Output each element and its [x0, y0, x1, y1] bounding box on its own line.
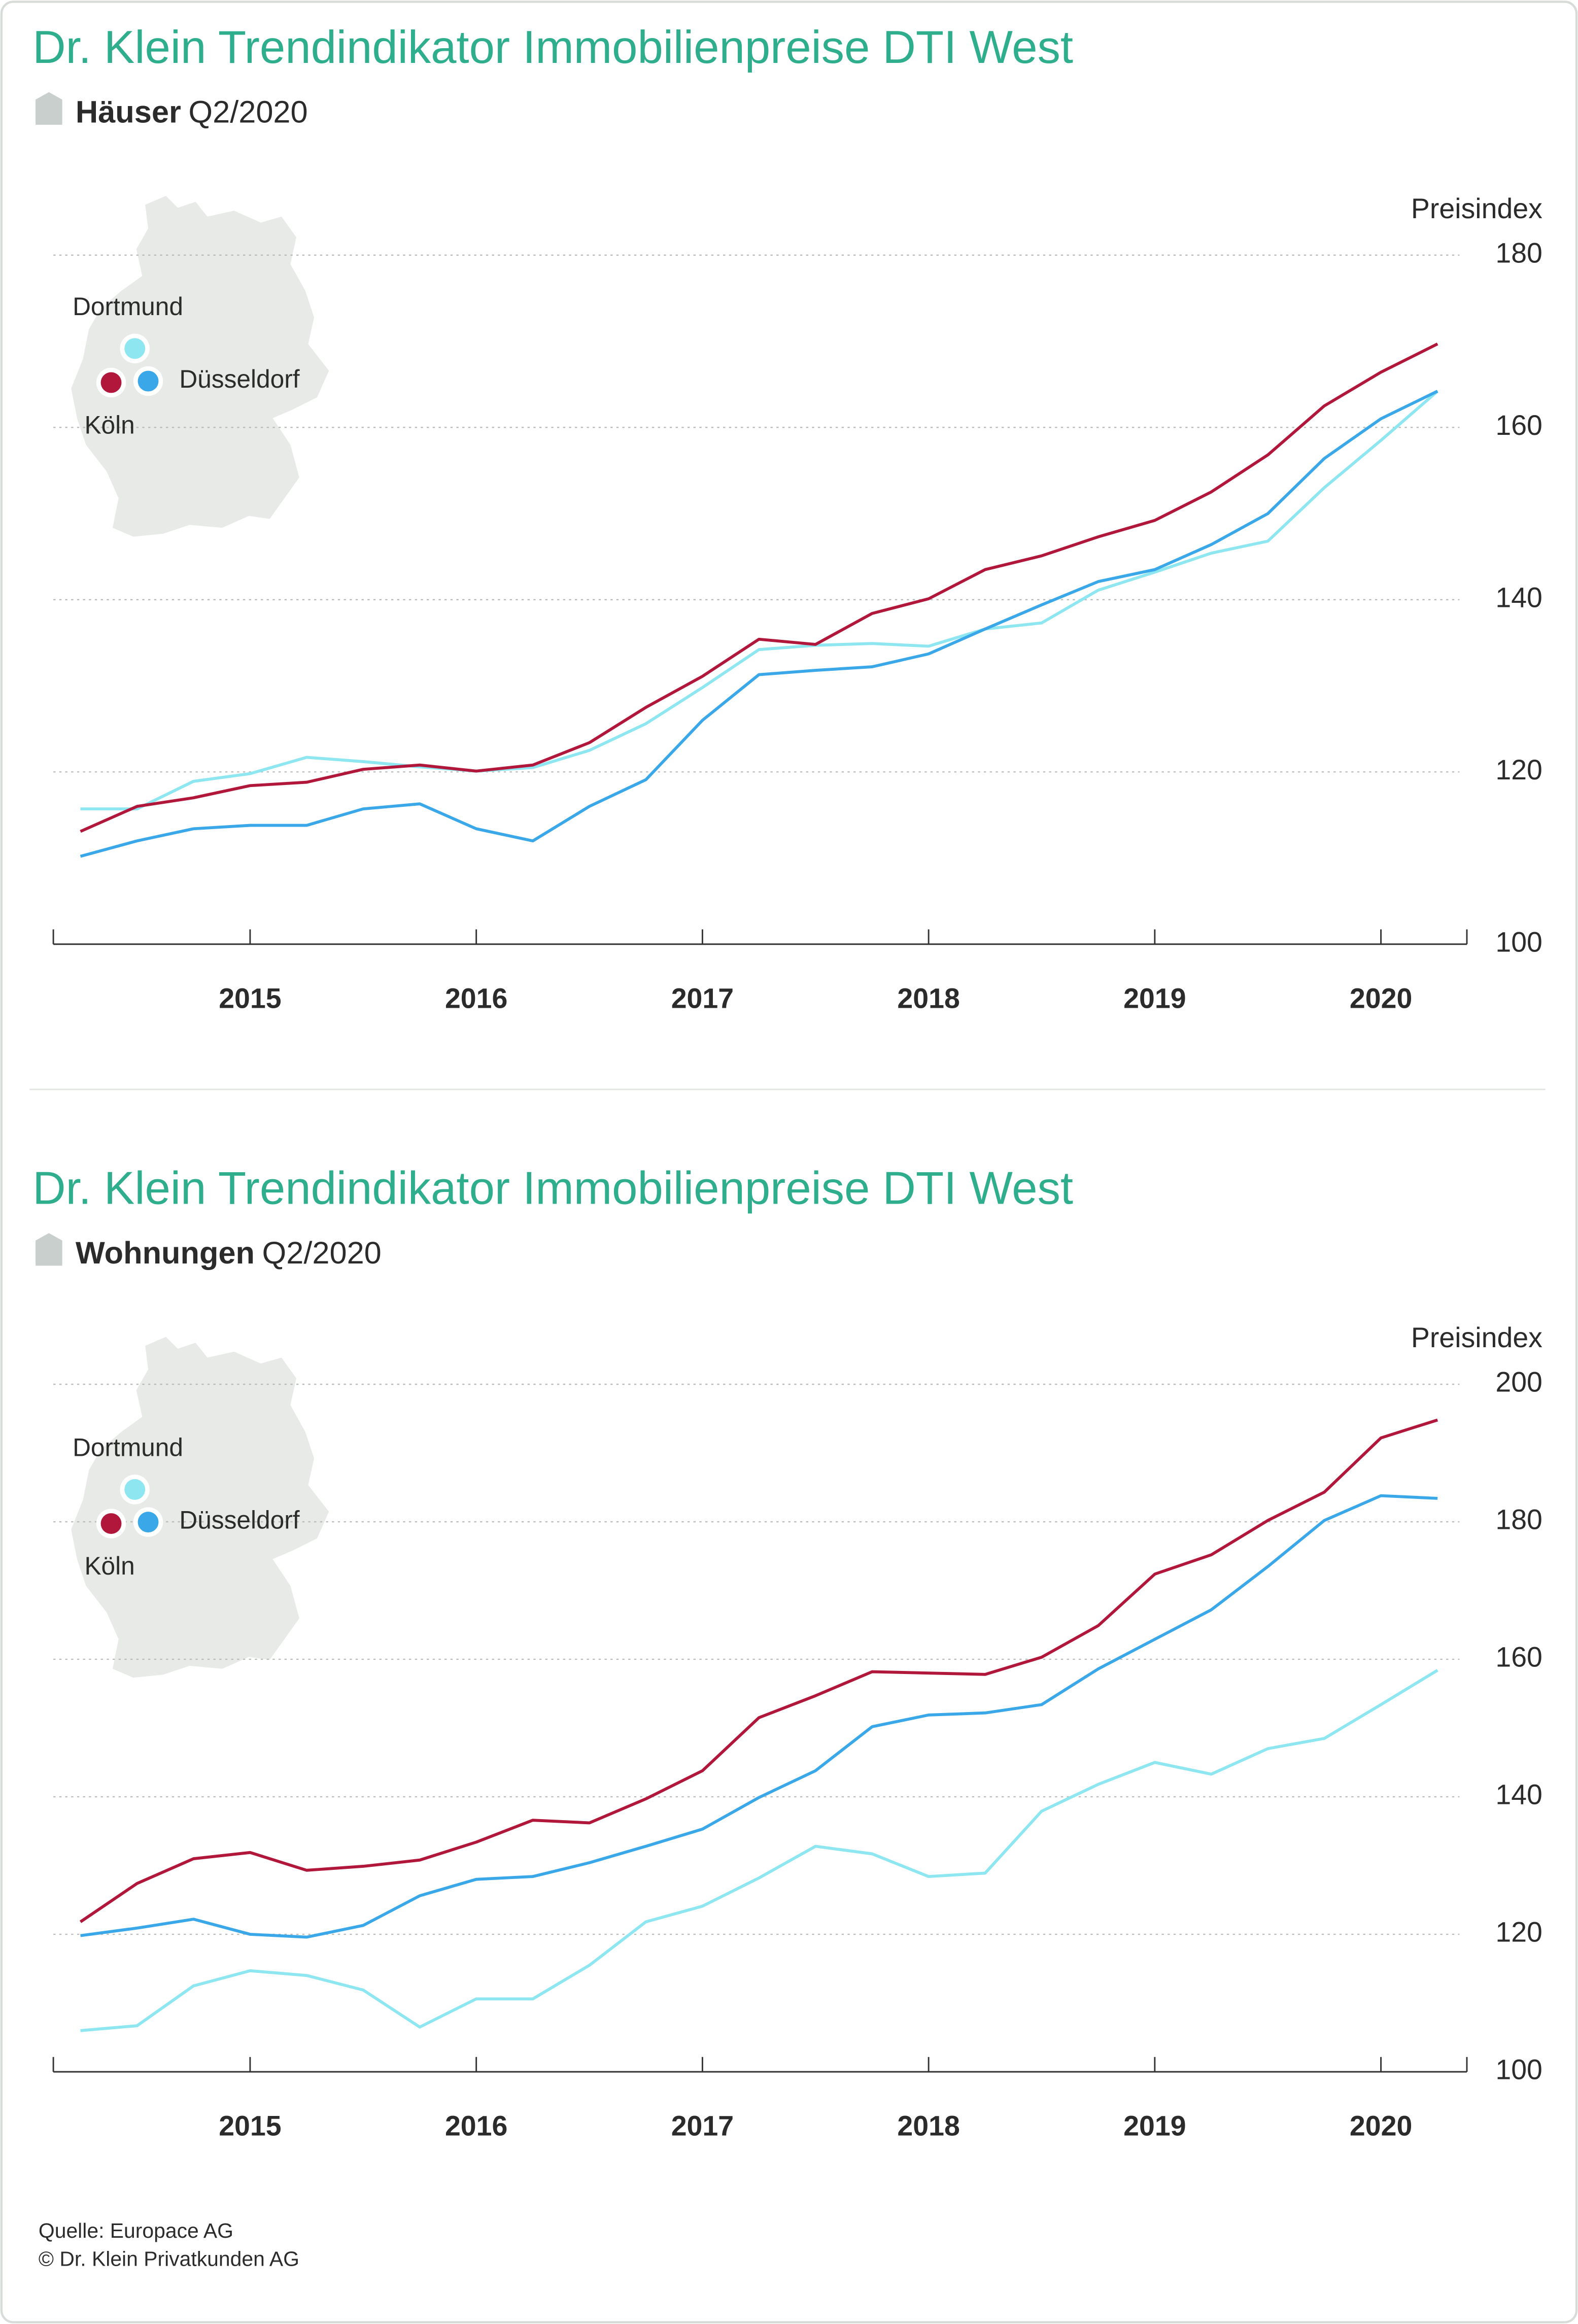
- legend-label: Dortmund: [73, 292, 183, 321]
- legend-marker: [138, 370, 159, 392]
- copyright: © Dr. Klein Privatkunden AG: [39, 2247, 299, 2271]
- legend-label: Dortmund: [73, 1433, 183, 1462]
- map: [71, 196, 329, 537]
- y-tick-label: 100: [1495, 2054, 1542, 2086]
- y-tick-label: 120: [1495, 1917, 1542, 1948]
- x-tick-label: 2016: [445, 982, 507, 1014]
- chart: Dr. Klein Trendindikator Immobilienpreis…: [32, 22, 1542, 1014]
- legend-label: Köln: [84, 411, 134, 439]
- y-tick-label: 140: [1495, 1779, 1542, 1810]
- x-tick-label: 2015: [219, 2110, 281, 2142]
- legend-marker: [138, 1512, 159, 1533]
- subtitle: Häuser Q2/2020: [76, 94, 308, 129]
- legend-marker: [100, 1513, 122, 1534]
- subtitle: Wohnungen Q2/2020: [76, 1235, 382, 1270]
- subtitle-bold: Wohnungen: [76, 1235, 255, 1270]
- legend-label: Düsseldorf: [179, 1506, 299, 1534]
- subtitle-bold: Häuser: [76, 94, 181, 129]
- x-tick-label: 2018: [897, 982, 959, 1014]
- period: Q2/2020: [188, 94, 307, 129]
- x-tick-label: 2017: [671, 982, 734, 1014]
- series-line: [80, 390, 1438, 858]
- legend-marker: [100, 372, 122, 393]
- chart-title: Dr. Klein Trendindikator Immobilienpreis…: [32, 1163, 1073, 1214]
- y-tick-label: 120: [1495, 754, 1542, 785]
- y-axis-label: Preisindex: [1411, 193, 1542, 224]
- series-line: [80, 1494, 1438, 1939]
- map: [71, 1337, 329, 1678]
- series-line: [80, 390, 1439, 811]
- y-tick-label: 160: [1495, 409, 1542, 441]
- legend-marker: [124, 338, 146, 359]
- legend-label: Köln: [84, 1552, 134, 1580]
- y-tick-label: 160: [1495, 1642, 1542, 1673]
- x-tick-label: 2015: [219, 982, 281, 1014]
- house-icon: [36, 92, 62, 125]
- y-tick-label: 100: [1495, 926, 1542, 958]
- series-line: [79, 1418, 1438, 1923]
- source: Quelle: Europace AG: [39, 2219, 233, 2242]
- y-tick-label: 200: [1495, 1366, 1542, 1398]
- x-tick-label: 2018: [897, 2110, 959, 2142]
- x-tick-label: 2017: [671, 2110, 734, 2142]
- x-tick-label: 2016: [445, 2110, 507, 2142]
- house-icon: [36, 1233, 62, 1266]
- series-line: [80, 1669, 1438, 2032]
- x-tick-label: 2019: [1123, 982, 1186, 1014]
- x-tick-label: 2019: [1123, 2110, 1186, 2142]
- y-axis-label: Preisindex: [1411, 1322, 1542, 1353]
- y-tick-label: 140: [1495, 582, 1542, 613]
- legend-marker: [124, 1479, 146, 1500]
- y-tick-label: 180: [1495, 237, 1542, 269]
- x-tick-label: 2020: [1350, 2110, 1412, 2142]
- x-tick-label: 2020: [1350, 982, 1412, 1014]
- chart-title: Dr. Klein Trendindikator Immobilienpreis…: [32, 22, 1073, 73]
- legend-label: Düsseldorf: [179, 365, 299, 393]
- y-tick-label: 180: [1495, 1504, 1542, 1535]
- period: Q2/2020: [262, 1235, 382, 1270]
- series-line: [80, 343, 1438, 833]
- chart: Dr. Klein Trendindikator Immobilienpreis…: [32, 1163, 1542, 2141]
